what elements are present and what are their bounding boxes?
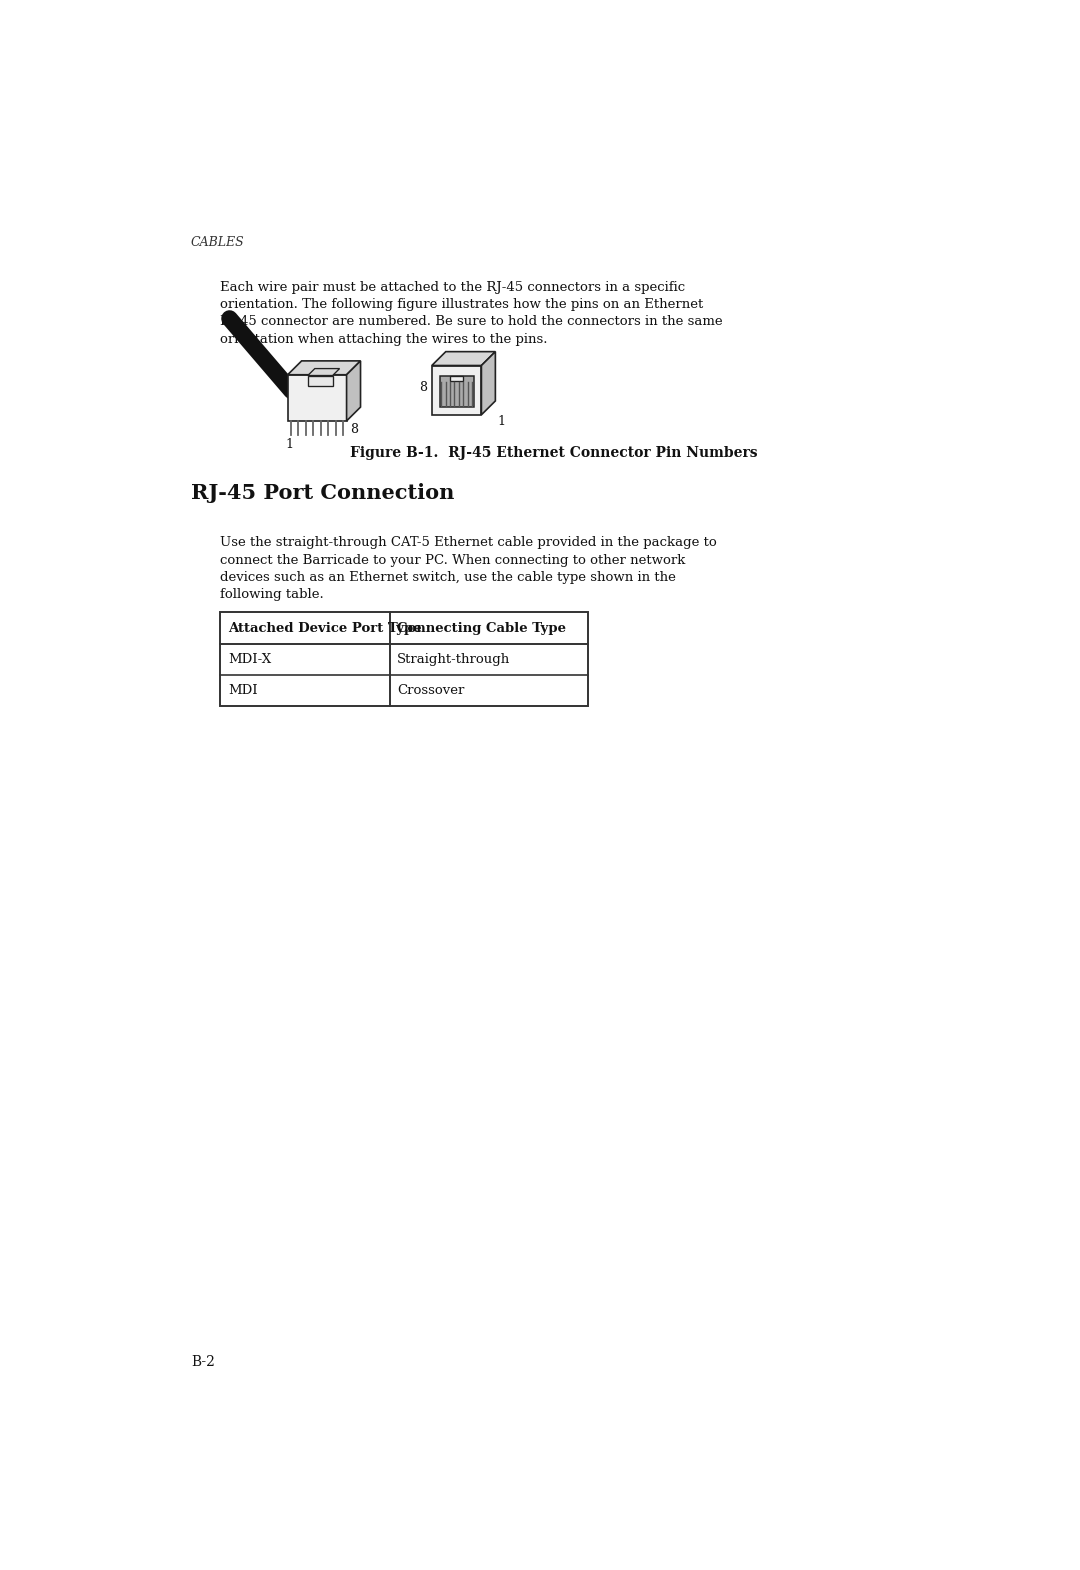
Text: RJ-45 Port Connection: RJ-45 Port Connection <box>191 482 455 502</box>
Text: Attached Device Port Type: Attached Device Port Type <box>228 622 421 634</box>
Text: 8: 8 <box>419 380 428 394</box>
Polygon shape <box>482 352 496 414</box>
Polygon shape <box>308 369 339 375</box>
Text: CABLES: CABLES <box>191 236 244 250</box>
Polygon shape <box>432 366 482 414</box>
Text: Figure B-1.  RJ-45 Ethernet Connector Pin Numbers: Figure B-1. RJ-45 Ethernet Connector Pin… <box>350 446 757 460</box>
Text: 1: 1 <box>285 438 294 451</box>
Text: following table.: following table. <box>220 589 324 601</box>
Polygon shape <box>347 361 361 421</box>
Text: Straight-through: Straight-through <box>397 653 511 666</box>
Text: Each wire pair must be attached to the RJ-45 connectors in a specific: Each wire pair must be attached to the R… <box>220 281 686 294</box>
Polygon shape <box>440 377 474 407</box>
Bar <box>220 612 589 707</box>
Polygon shape <box>450 377 463 382</box>
Polygon shape <box>287 375 347 421</box>
Text: Crossover: Crossover <box>397 685 464 697</box>
Text: devices such as an Ethernet switch, use the cable type shown in the: devices such as an Ethernet switch, use … <box>220 571 676 584</box>
Polygon shape <box>287 361 361 375</box>
Text: RJ-45 connector are numbered. Be sure to hold the connectors in the same: RJ-45 connector are numbered. Be sure to… <box>220 316 723 328</box>
Text: Connecting Cable Type: Connecting Cable Type <box>397 622 566 634</box>
Text: 8: 8 <box>350 424 357 436</box>
Polygon shape <box>308 375 333 386</box>
Text: orientation when attaching the wires to the pins.: orientation when attaching the wires to … <box>220 333 548 345</box>
Polygon shape <box>432 352 496 366</box>
Text: orientation. The following figure illustrates how the pins on an Ethernet: orientation. The following figure illust… <box>220 298 703 311</box>
Text: Use the straight-through CAT-5 Ethernet cable provided in the package to: Use the straight-through CAT-5 Ethernet … <box>220 537 717 550</box>
Text: 1: 1 <box>498 414 505 427</box>
Text: MDI: MDI <box>228 685 258 697</box>
Text: MDI-X: MDI-X <box>228 653 271 666</box>
Text: B-2: B-2 <box>191 1355 215 1369</box>
Text: connect the Barricade to your PC. When connecting to other network: connect the Barricade to your PC. When c… <box>220 554 686 567</box>
